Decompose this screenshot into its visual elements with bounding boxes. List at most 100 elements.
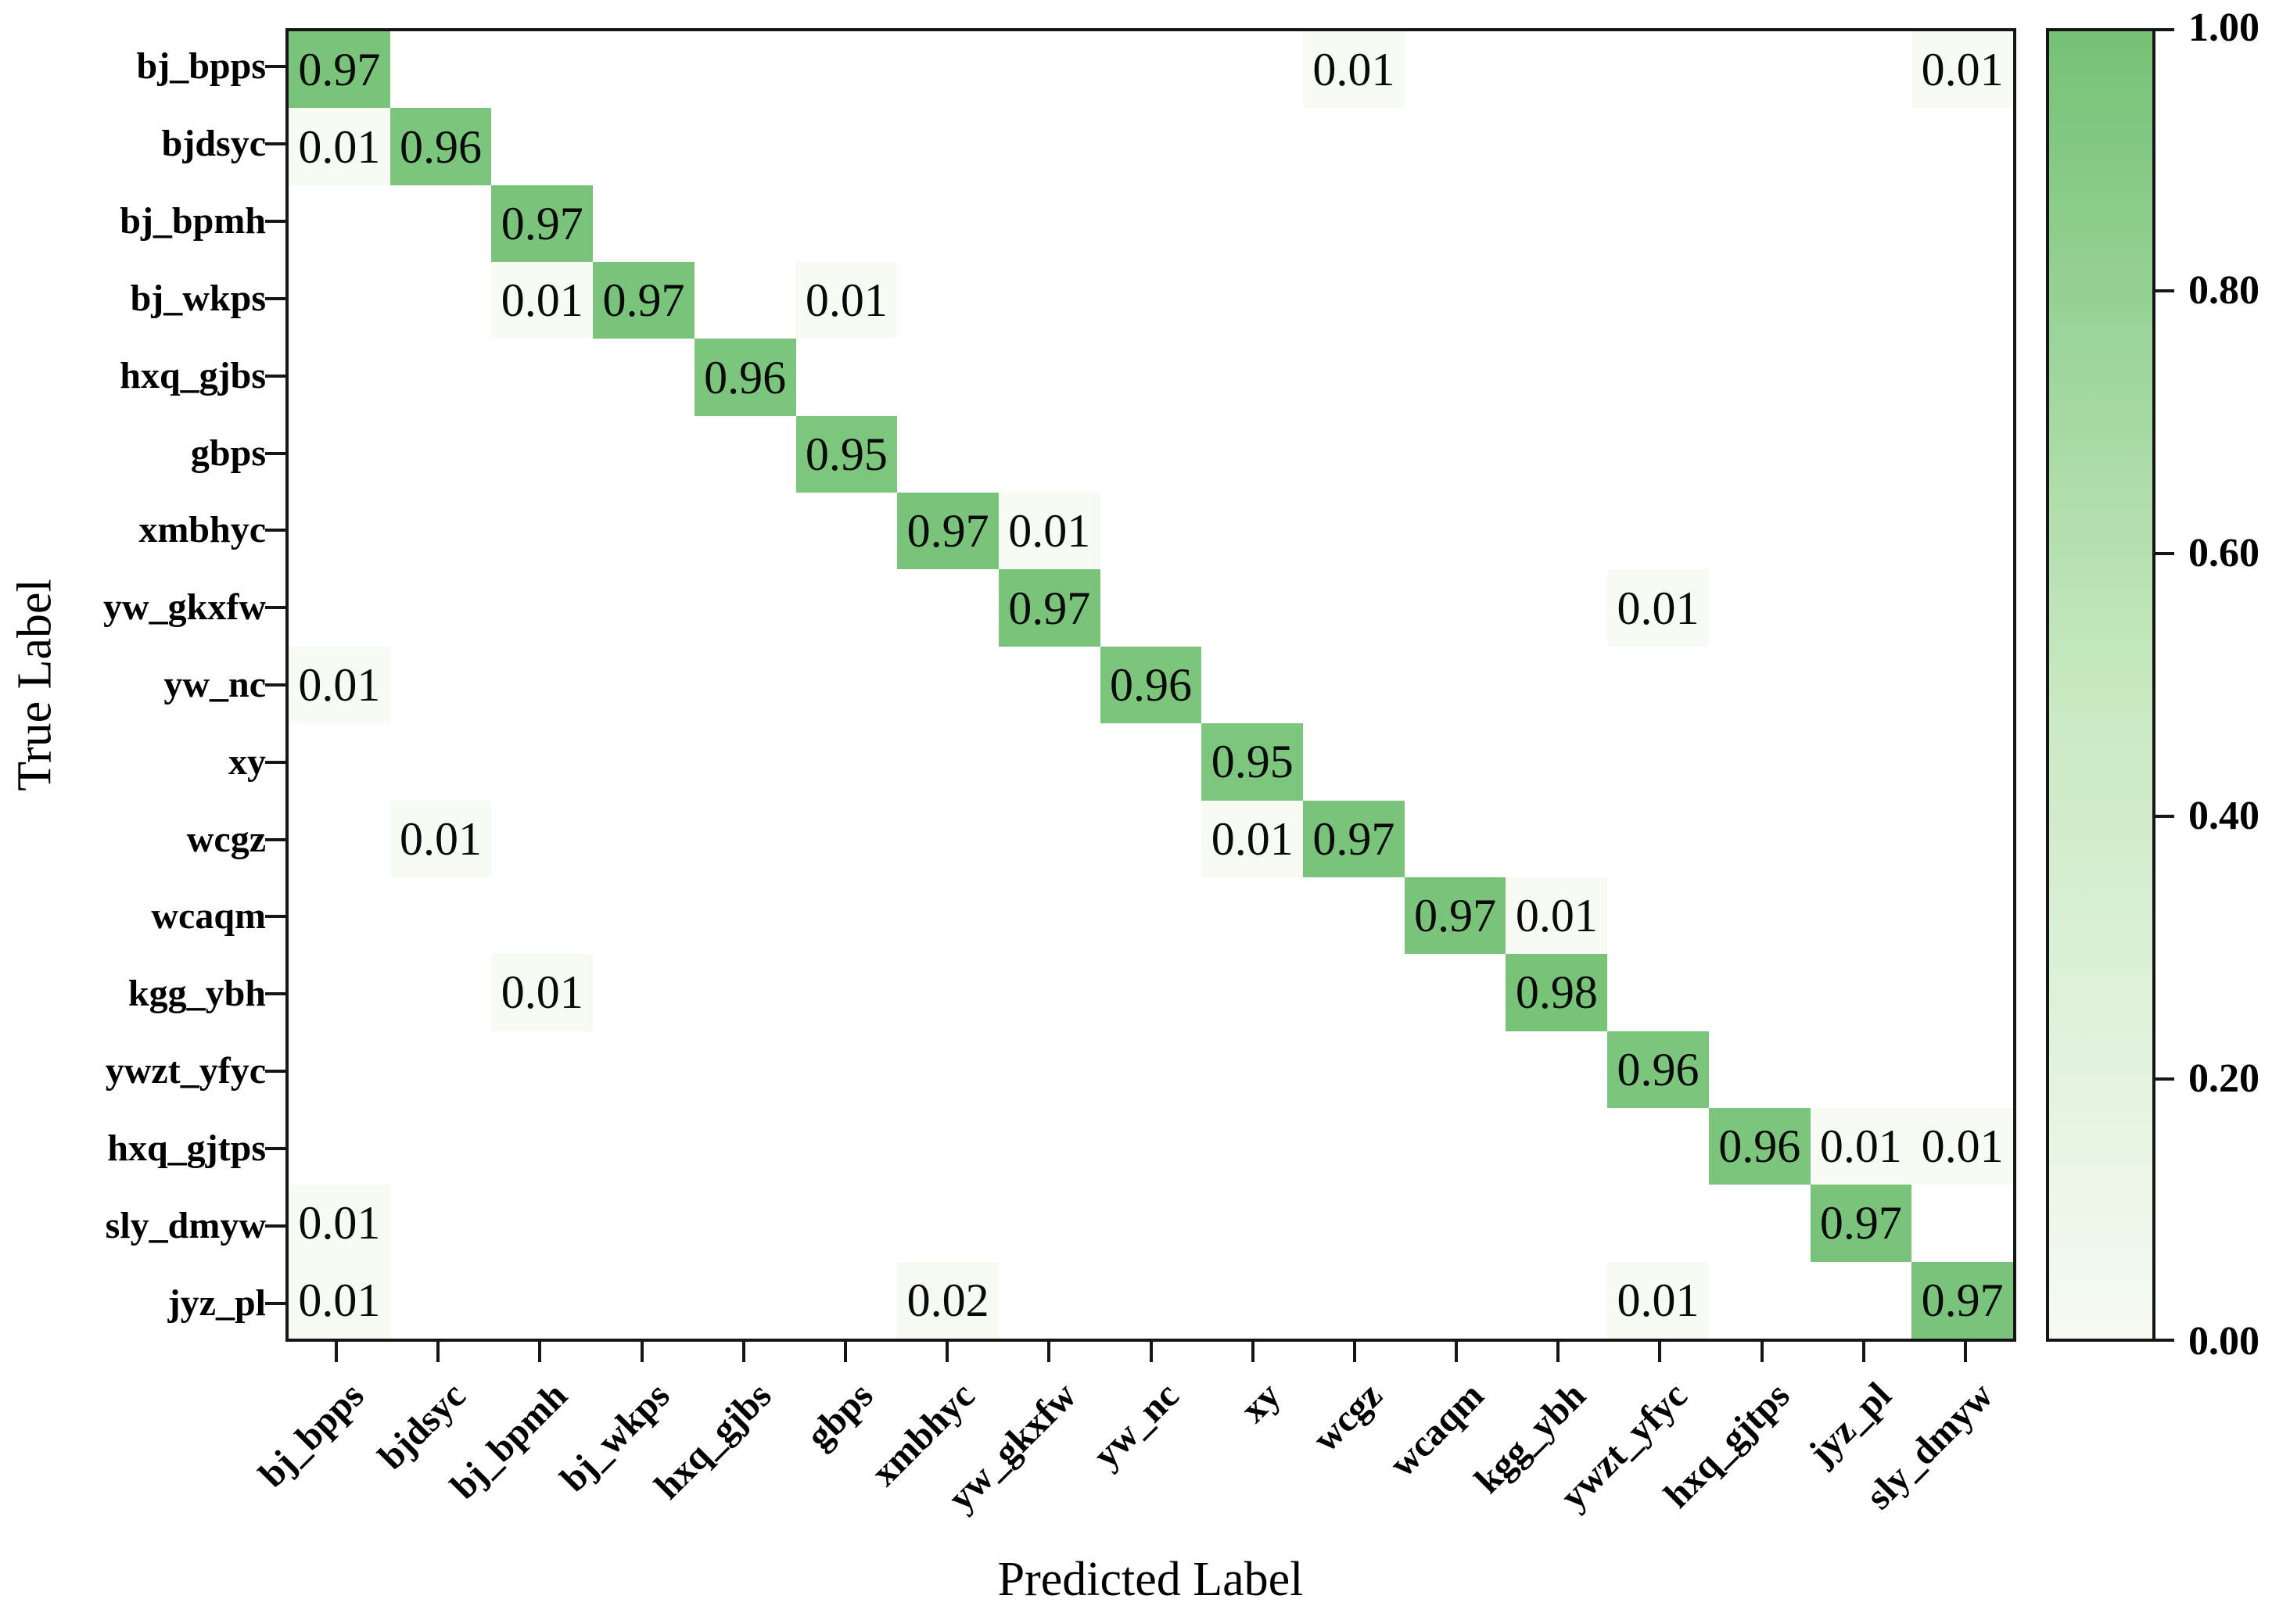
heatmap-grid: 0.97 0.01 0.01 0.01 0.96 0.97 0.01 0.97 0.01 0.96… xyxy=(289,31,2013,1339)
heatmap-cell xyxy=(1404,415,1506,493)
heatmap-cell xyxy=(1708,1031,1811,1108)
colorbar-tick-label: 1.00 xyxy=(2188,5,2259,50)
heatmap-cell xyxy=(998,723,1100,801)
heatmap-cell xyxy=(1607,31,1709,109)
heatmap-cell xyxy=(1100,1107,1202,1185)
heatmap-cell: 0.98 xyxy=(1506,954,1608,1031)
heatmap-cell xyxy=(1911,954,2013,1031)
heatmap-cell xyxy=(1201,877,1304,955)
heatmap-cell xyxy=(897,646,999,724)
heatmap-cell xyxy=(1303,339,1405,416)
heatmap-cell xyxy=(1100,569,1202,647)
colorbar-tick-label: 0.80 xyxy=(2188,268,2259,313)
y-tick-label: xy xyxy=(228,740,266,783)
heatmap-cell xyxy=(694,415,796,493)
heatmap-cell: 0.01 xyxy=(1303,31,1405,109)
heatmap-cell xyxy=(998,415,1100,493)
heatmap-cell xyxy=(1911,262,2013,339)
heatmap-cell xyxy=(491,493,594,570)
heatmap-cell xyxy=(1810,415,1912,493)
heatmap-cell xyxy=(1506,800,1608,877)
heatmap-cell xyxy=(897,339,999,416)
heatmap-cell xyxy=(1201,1185,1304,1262)
heatmap-cell xyxy=(1100,108,1202,185)
x-tick-mark xyxy=(1658,1342,1662,1362)
heatmap-cell xyxy=(795,339,898,416)
heatmap-cell xyxy=(1506,1261,1608,1339)
y-tick-mark xyxy=(265,606,285,610)
heatmap-cell xyxy=(1100,493,1202,570)
heatmap-cell xyxy=(1404,569,1506,647)
heatmap-cell xyxy=(795,1261,898,1339)
heatmap-cell xyxy=(694,723,796,801)
heatmap-cell xyxy=(289,1107,390,1185)
y-tick-label: xmbhyc xyxy=(138,509,266,551)
heatmap-cell xyxy=(1911,877,2013,955)
heatmap-cell xyxy=(1100,415,1202,493)
heatmap-cell: 0.97 xyxy=(1404,877,1506,955)
heatmap-cell xyxy=(897,569,999,647)
heatmap-cell xyxy=(1303,415,1405,493)
y-tick-mark xyxy=(265,837,285,841)
heatmap-cell xyxy=(694,877,796,955)
y-tick-label: ywzt_yfyc xyxy=(105,1050,266,1092)
heatmap-cell xyxy=(1708,493,1811,570)
heatmap-cell xyxy=(1404,185,1506,263)
y-tick-label: bj_bpmh xyxy=(120,200,266,242)
x-tick-mark xyxy=(1352,1342,1356,1362)
heatmap-cell xyxy=(1303,493,1405,570)
heatmap-cell xyxy=(491,723,594,801)
heatmap-cell: 0.01 xyxy=(998,493,1100,570)
x-tick-mark xyxy=(946,1342,949,1362)
heatmap-cell xyxy=(694,1185,796,1262)
heatmap-cell: 0.01 xyxy=(1607,1261,1709,1339)
heatmap-cell: 0.96 xyxy=(694,339,796,416)
heatmap-cell xyxy=(1810,1261,1912,1339)
heatmap-cell xyxy=(998,1107,1100,1185)
heatmap-cell xyxy=(1810,31,1912,109)
heatmap-cell xyxy=(1201,646,1304,724)
heatmap-cell xyxy=(1404,339,1506,416)
heatmap-cell xyxy=(289,723,390,801)
heatmap-cell xyxy=(1708,800,1811,877)
heatmap-cell xyxy=(694,31,796,109)
heatmap-cell xyxy=(1607,1107,1709,1185)
heatmap-cell xyxy=(1201,108,1304,185)
heatmap-cell xyxy=(491,800,594,877)
heatmap-cell xyxy=(1708,339,1811,416)
heatmap-cell xyxy=(491,877,594,955)
heatmap-cell xyxy=(694,1261,796,1339)
heatmap-cell xyxy=(593,185,695,263)
heatmap-cell xyxy=(1607,723,1709,801)
heatmap-cell xyxy=(897,877,999,955)
y-tick-label: bj_wkps xyxy=(130,277,266,319)
heatmap-cell xyxy=(593,1031,695,1108)
heatmap-cell xyxy=(1404,723,1506,801)
x-tick-mark xyxy=(335,1342,339,1362)
heatmap-cell xyxy=(795,1107,898,1185)
heatmap-cell: 0.96 xyxy=(1607,1031,1709,1108)
x-tick-mark xyxy=(1455,1342,1459,1362)
heatmap-cell xyxy=(1303,1107,1405,1185)
heatmap-cell xyxy=(1810,800,1912,877)
heatmap-cell xyxy=(593,1185,695,1262)
heatmap-cell xyxy=(289,493,390,570)
heatmap-cell xyxy=(389,31,492,109)
heatmap-cell xyxy=(1506,1107,1608,1185)
heatmap-cell xyxy=(593,954,695,1031)
heatmap-cell xyxy=(998,800,1100,877)
heatmap-cell xyxy=(795,646,898,724)
heatmap-cell xyxy=(389,1107,492,1185)
x-tick-mark xyxy=(1251,1342,1254,1362)
heatmap-cell xyxy=(1100,185,1202,263)
y-axis-title: True Label xyxy=(8,579,62,791)
heatmap-cell xyxy=(795,800,898,877)
heatmap-cell xyxy=(1100,877,1202,955)
heatmap-cell xyxy=(694,646,796,724)
x-tick-mark xyxy=(436,1342,440,1362)
colorbar-tick-label: 0.60 xyxy=(2188,531,2259,575)
heatmap-cell xyxy=(1911,1031,2013,1108)
heatmap-cell xyxy=(1708,31,1811,109)
heatmap-cell xyxy=(1100,954,1202,1031)
heatmap-cell xyxy=(1100,800,1202,877)
